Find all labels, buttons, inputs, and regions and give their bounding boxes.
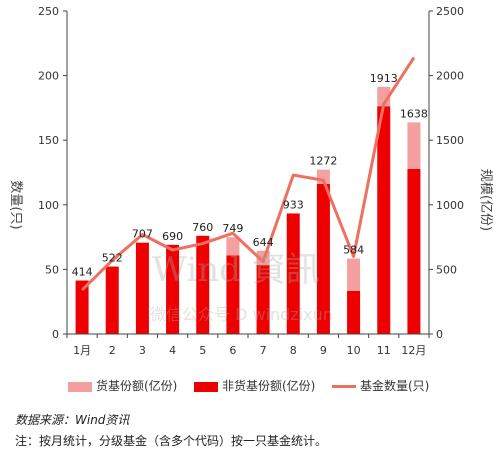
axes (66, 11, 430, 335)
bar-data-label: 760 (192, 221, 213, 234)
bar-non-money-fund (75, 280, 89, 334)
x-tick-label: 1月 (73, 344, 91, 357)
right-axis-ticks: 0 500 1000 1500 2000 2500 (429, 5, 464, 341)
bar-non-money-fund (166, 244, 180, 334)
bar-non-money-fund (226, 255, 240, 334)
bar-data-label: 522 (102, 252, 123, 265)
right-tick-label: 2500 (436, 5, 464, 18)
bar-non-money-fund (377, 106, 391, 334)
fund-count-line (81, 56, 416, 292)
bar-data-label: 414 (72, 266, 93, 279)
left-tick-label: 100 (38, 199, 59, 212)
bar-data-label: 1638 (400, 107, 428, 120)
chart-legend: 货基份额(亿份) 非货基份额(亿份) 基金数量(只) (68, 377, 488, 395)
bar-non-money-fund (316, 183, 330, 334)
left-tick-label: 250 (38, 5, 59, 18)
bar-data-label: 644 (253, 236, 274, 249)
legend-swatch-fund-count (332, 385, 356, 388)
legend-swatch-money-fund (68, 381, 92, 392)
bar-non-money-fund (407, 168, 421, 334)
left-tick-label: 200 (38, 70, 59, 83)
bar-data-label: 584 (343, 244, 364, 257)
left-tick-label: 50 (45, 263, 59, 276)
right-axis-title: 规模(亿份) (478, 169, 493, 231)
x-tick-label: 11 (377, 344, 391, 357)
x-tick-label: 3 (139, 344, 146, 357)
bar-non-money-fund (135, 242, 149, 334)
legend-item-money-fund: 货基份额(亿份) (68, 377, 177, 395)
bar-non-money-fund (286, 213, 300, 334)
left-axis-title: 数量(只) (8, 180, 23, 229)
fund-count-line-path (81, 56, 416, 292)
right-tick-label: 1500 (436, 134, 464, 147)
footnote: 注：按月统计，分级基金（含多个代码）按一只基金统计。 (15, 434, 328, 448)
legend-label-fund-count: 基金数量(只) (360, 379, 430, 393)
x-tick-label: 8 (290, 344, 297, 357)
x-tick-label: 9 (320, 344, 327, 357)
legend-item-fund-count: 基金数量(只) (332, 377, 429, 395)
right-tick-label: 500 (436, 263, 457, 276)
bar-money-fund (347, 258, 361, 291)
bar-data-label: 707 (132, 228, 153, 241)
bar-money-fund (407, 122, 421, 169)
left-tick-label: 150 (38, 134, 59, 147)
bar-non-money-fund (347, 290, 361, 334)
x-tick-label: 2 (109, 344, 116, 357)
bar-non-money-fund (256, 265, 270, 334)
bar-data-label: 1913 (370, 72, 398, 85)
legend-label-non-money-fund: 非货基份额(亿份) (222, 379, 316, 393)
x-tick-label: 5 (199, 344, 206, 357)
bar-data-label: 690 (162, 230, 183, 243)
data-source: 数据来源：Wind资讯 (15, 413, 130, 427)
bar-money-fund (226, 237, 240, 256)
x-tick-label: 12月 (401, 344, 426, 357)
right-tick-label: 1000 (436, 199, 464, 212)
legend-label-money-fund: 货基份额(亿份) (96, 379, 178, 393)
x-tick-label: 7 (260, 344, 267, 357)
x-tick-label: 10 (347, 344, 361, 357)
bar-non-money-fund (105, 266, 119, 334)
bar-data-label: 933 (283, 198, 304, 211)
legend-swatch-non-money-fund (194, 381, 218, 392)
legend-item-non-money-fund: 非货基份额(亿份) (194, 377, 315, 395)
left-axis-ticks: 0 50 100 150 200 250 (38, 5, 67, 341)
bar-series (75, 86, 421, 334)
bar-data-labels: 414 522 707 690 760 749 644 933 1272 584 1913 1638 (72, 72, 428, 279)
bar-non-money-fund (196, 235, 210, 334)
bar-data-label: 749 (222, 222, 243, 235)
right-tick-label: 0 (436, 328, 443, 341)
x-tick-label: 4 (169, 344, 176, 357)
fund-issuance-chart: 0 50 100 150 200 250 0 500 1000 1500 2000 2500 414… (8, 5, 493, 357)
left-tick-label: 0 (52, 328, 59, 341)
x-tick-label: 6 (229, 344, 236, 357)
bar-data-label: 1272 (309, 155, 337, 168)
x-axis-ticks: 1月 2 3 4 5 6 7 8 9 10 11 12月 (66, 334, 430, 357)
right-tick-label: 2000 (436, 70, 464, 83)
